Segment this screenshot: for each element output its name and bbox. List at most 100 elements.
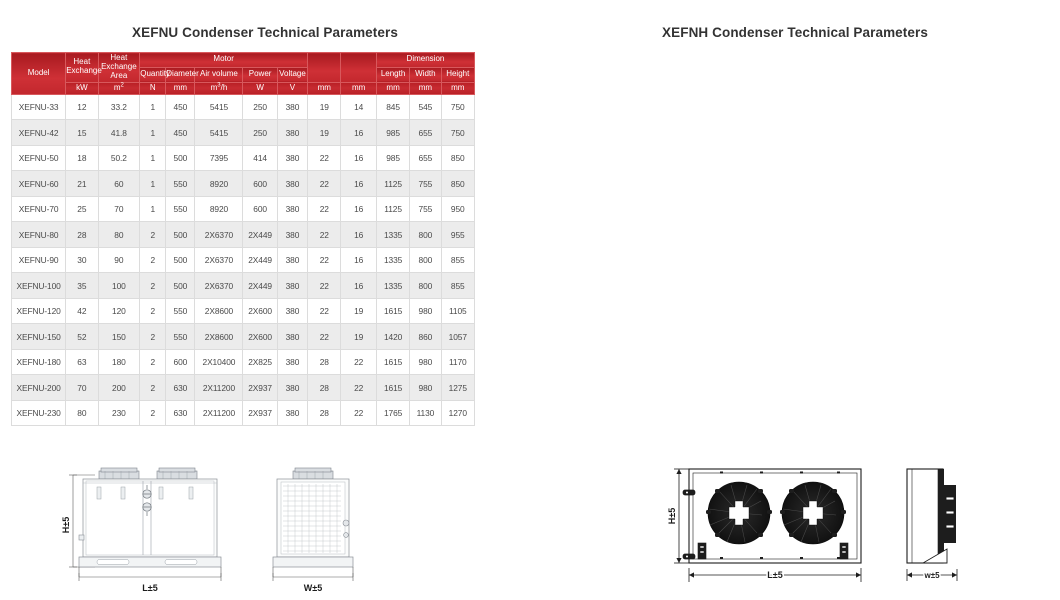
cell-outlet-pipe: 16 — [340, 195, 377, 223]
cell-heat-exchange: 28 — [65, 221, 99, 248]
table-row: XEFNU-80 28 80 2 500 2X6370 2X449 380 22 16 1335 80… — [10, 221, 476, 248]
cell-air-volume: 2X8600 — [194, 323, 244, 350]
cell-voltage: 380 — [276, 272, 309, 299]
cell-model: XEFNU-230 — [10, 399, 67, 427]
dim-label-width-right-halo: w±5 — [923, 571, 940, 580]
cell-diameter: 550 — [165, 195, 196, 223]
drawing-xefnh: H±5 L±5 L±5 w±5 w±5 — [667, 468, 958, 582]
cell-voltage: 380 — [276, 221, 309, 248]
cell-diameter: 600 — [165, 348, 196, 376]
cell-width: 980 — [409, 297, 442, 325]
table-row: XEFNU-180 63 180 2 600 2X10400 2X825 380 28 22 161… — [10, 348, 476, 376]
cell-voltage: 380 — [276, 93, 309, 121]
cell-model: XEFNU-180 — [10, 348, 67, 376]
cell-heat-exchange: 70 — [65, 374, 99, 401]
cell-air-volume: 2X6370 — [194, 272, 244, 299]
col-header-voltage: Voltage — [276, 66, 309, 83]
cell-length: 1125 — [375, 195, 411, 223]
cell-quantity: 2 — [139, 399, 167, 427]
unit-voltage: V — [276, 81, 309, 95]
dim-label-length-right: L±5 — [767, 570, 782, 580]
cell-air-volume: 2X11200 — [194, 374, 244, 401]
technical-drawings: H±5 L±5 W±5 — [0, 455, 1060, 600]
cell-width: 800 — [409, 221, 442, 248]
table-row: XEFNU-42 15 41.8 1 450 5415 250 380 19 16 985 655 75… — [10, 119, 476, 146]
page-title-xefnh: XEFNH Condenser Technical Parameters — [662, 25, 928, 40]
table-row: XEFNU-230 80 230 2 630 2X11200 2X937 380 28 22 176… — [10, 399, 476, 427]
unit-heat-exchange-area: m2 — [97, 81, 141, 95]
cell-width: 755 — [409, 195, 442, 223]
unit-quantity: N — [139, 81, 167, 95]
cell-heat-exchange-area: 150 — [97, 323, 141, 350]
cell-voltage: 380 — [276, 119, 309, 146]
cell-quantity: 1 — [139, 144, 167, 172]
cell-power: 2X600 — [242, 297, 278, 325]
cell-inlet-pipe: 22 — [307, 323, 342, 350]
cell-air-volume: 7395 — [194, 144, 244, 172]
cell-diameter: 500 — [165, 144, 196, 172]
dim-label-width-left: W±5 — [304, 583, 322, 593]
cell-diameter: 630 — [165, 399, 196, 427]
header-row-group: Model Heat Exchange Heat Exchange Area M… — [10, 52, 476, 95]
cell-air-volume: 2X6370 — [194, 221, 244, 248]
cell-outlet-pipe: 16 — [340, 246, 377, 274]
cell-height: 1105 — [440, 297, 476, 325]
cell-heat-exchange-area: 180 — [97, 348, 141, 376]
table-row: XEFNU-60 21 60 1 550 8920 600 380 22 16 1125 755 850 — [10, 170, 476, 197]
cell-diameter: 450 — [165, 93, 196, 121]
cell-width: 1130 — [409, 399, 442, 427]
cell-air-volume: 5415 — [194, 119, 244, 146]
col-header-height: Height — [440, 66, 476, 83]
cell-model: XEFNU-60 — [10, 170, 67, 197]
cell-air-volume: 2X6370 — [194, 246, 244, 274]
table-row: XEFNU-50 18 50.2 1 500 7395 414 380 22 16 985 655 85… — [10, 144, 476, 172]
cell-length: 1765 — [375, 399, 411, 427]
col-header-heat-exchange-area: Heat Exchange Area — [97, 52, 141, 83]
cell-width: 755 — [409, 170, 442, 197]
cell-power: 2X937 — [242, 399, 278, 427]
cell-voltage: 380 — [276, 374, 309, 401]
cell-model: XEFNU-70 — [10, 195, 67, 223]
cell-heat-exchange: 80 — [65, 399, 99, 427]
unit-diameter: mm — [165, 81, 196, 95]
cell-power: 2X937 — [242, 374, 278, 401]
dim-label-length-left: L±5 — [142, 583, 157, 593]
cell-diameter: 550 — [165, 297, 196, 325]
cell-power: 600 — [242, 195, 278, 223]
cell-heat-exchange: 21 — [65, 170, 99, 197]
cell-inlet-pipe: 19 — [307, 119, 342, 146]
page-title-xefnu: XEFNU Condenser Technical Parameters — [132, 25, 398, 40]
cell-heat-exchange-area: 70 — [97, 195, 141, 223]
cell-model: XEFNU-90 — [10, 246, 67, 274]
dim-label-height-right: H±5 — [667, 508, 677, 524]
table-header-xefnu: Model Heat Exchange Heat Exchange Area M… — [10, 52, 476, 95]
cell-length: 1125 — [375, 170, 411, 197]
table-row: XEFNU-70 25 70 1 550 8920 600 380 22 16 1125 755 950 — [10, 195, 476, 223]
col-header-power: Power — [242, 66, 278, 83]
cell-voltage: 380 — [276, 195, 309, 223]
cell-heat-exchange-area: 120 — [97, 297, 141, 325]
col-header-model: Model — [10, 52, 67, 95]
cell-heat-exchange-area: 100 — [97, 272, 141, 299]
table-row: XEFNU-200 70 200 2 630 2X11200 2X937 380 28 22 161… — [10, 374, 476, 401]
panel-xefnh: XEFNH Condenser Technical Parameters Mod… — [530, 0, 1060, 600]
cell-inlet-pipe: 28 — [307, 348, 342, 376]
cell-power: 414 — [242, 144, 278, 172]
cell-height: 1270 — [440, 399, 476, 427]
cell-heat-exchange: 52 — [65, 323, 99, 350]
cell-quantity: 2 — [139, 374, 167, 401]
cell-model: XEFNU-33 — [10, 93, 67, 121]
cell-inlet-pipe: 22 — [307, 195, 342, 223]
cell-air-volume: 8920 — [194, 170, 244, 197]
cell-diameter: 500 — [165, 272, 196, 299]
panel-xefnu: XEFNU Condenser Technical Parameters Mod… — [10, 25, 476, 427]
unit-outlet-pipe: mm — [340, 81, 377, 95]
cell-voltage: 380 — [276, 297, 309, 325]
cell-width: 980 — [409, 348, 442, 376]
cell-diameter: 500 — [165, 221, 196, 248]
cell-power: 250 — [242, 93, 278, 121]
cell-inlet-pipe: 22 — [307, 221, 342, 248]
cell-height: 1170 — [440, 348, 476, 376]
cell-length: 845 — [375, 93, 411, 121]
unit-height: mm — [440, 81, 476, 95]
